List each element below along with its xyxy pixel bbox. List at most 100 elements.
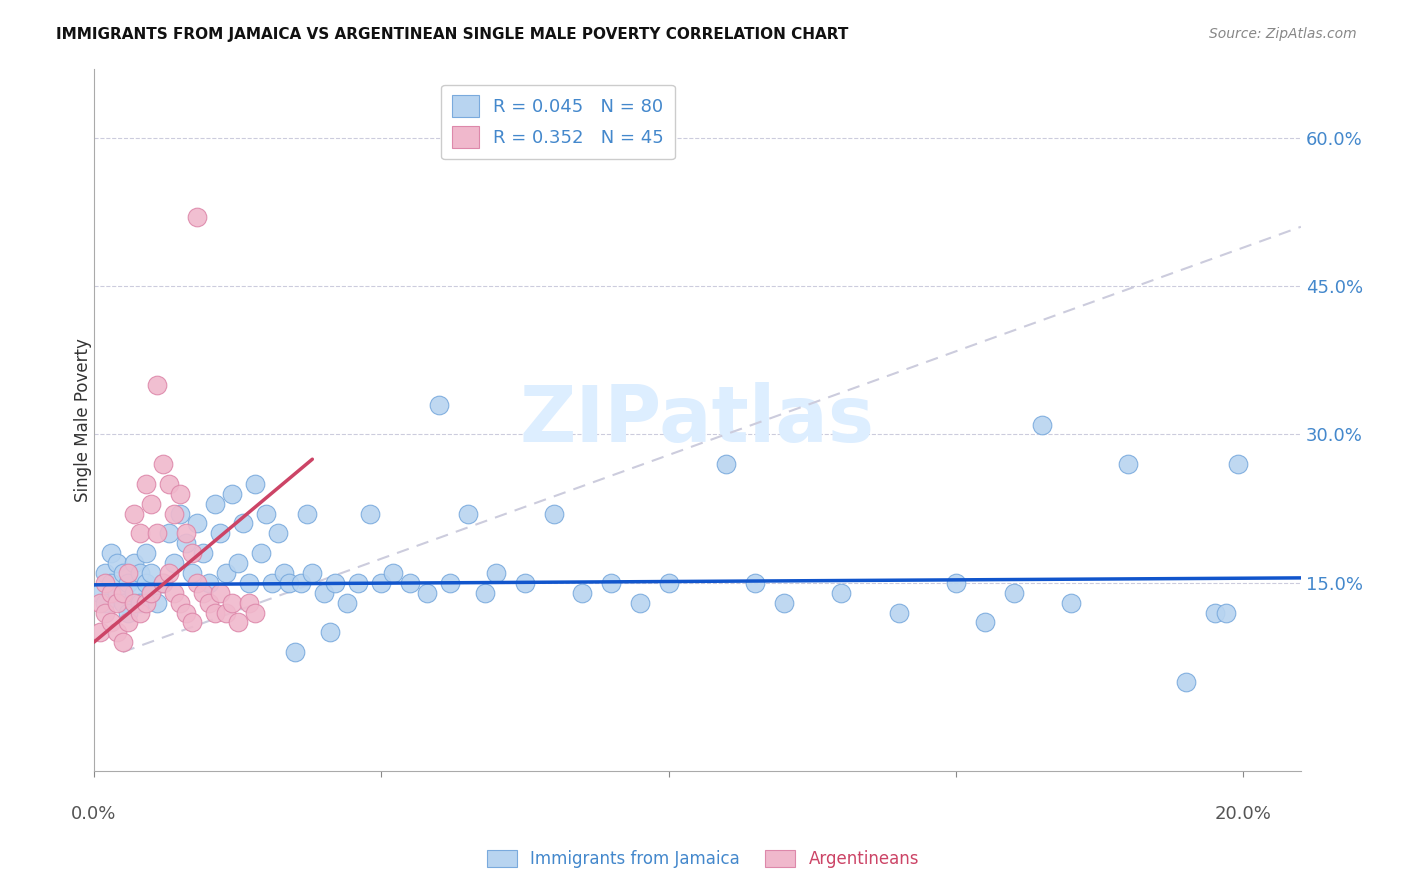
Point [457,507,479,521]
Point [135,596,157,610]
Point [399,575,422,590]
Point [209,526,232,541]
Point [830,585,852,599]
Point [105,585,128,599]
Point [105,556,128,570]
Point [174,526,197,541]
Point [111,566,134,580]
Point [146,378,169,392]
Point [129,526,152,541]
Point [427,398,450,412]
Point [186,575,208,590]
Point [416,585,439,599]
Point [129,566,152,580]
Point [198,575,221,590]
Point [204,606,226,620]
Point [180,615,202,630]
Point [571,585,593,599]
Point [209,585,232,599]
Point [370,575,392,590]
Point [381,566,404,580]
Point [318,625,340,640]
Point [152,457,174,471]
Point [513,575,536,590]
Point [186,210,208,224]
Point [89,596,111,610]
Point [135,575,157,590]
Point [359,507,381,521]
Point [439,575,461,590]
Point [1002,585,1025,599]
Point [215,606,238,620]
Point [94,566,117,580]
Point [141,566,163,580]
Point [163,507,186,521]
Point [141,497,163,511]
Point [278,575,301,590]
Point [1118,457,1140,471]
Point [226,615,249,630]
Text: 0.0%: 0.0% [72,805,117,823]
Point [658,575,681,590]
Point [600,575,623,590]
Point [169,487,191,501]
Point [1226,457,1249,471]
Point [221,487,243,501]
Point [117,615,139,630]
Point [1215,606,1237,620]
Point [122,585,145,599]
Point [186,516,208,531]
Legend: Immigrants from Jamaica, Argentineans: Immigrants from Jamaica, Argentineans [481,843,925,875]
Point [141,585,163,599]
Point [129,606,152,620]
Point [249,546,271,560]
Point [254,507,277,521]
Point [284,645,307,659]
Point [169,596,191,610]
Point [180,546,202,560]
Point [111,596,134,610]
Text: 20.0%: 20.0% [1215,805,1272,823]
Text: Source: ZipAtlas.com: Source: ZipAtlas.com [1209,27,1357,41]
Point [243,477,266,491]
Point [157,566,180,580]
Point [94,596,117,610]
Point [295,507,318,521]
Point [89,625,111,640]
Point [152,575,174,590]
Legend: R = 0.045   N = 80, R = 0.352   N = 45: R = 0.045 N = 80, R = 0.352 N = 45 [441,85,675,160]
Point [129,596,152,610]
Text: ZIPatlas: ZIPatlas [520,382,875,458]
Point [1174,674,1197,689]
Point [485,566,508,580]
Point [312,585,335,599]
Point [146,596,169,610]
Point [100,546,122,560]
Text: IMMIGRANTS FROM JAMAICA VS ARGENTINEAN SINGLE MALE POVERTY CORRELATION CHART: IMMIGRANTS FROM JAMAICA VS ARGENTINEAN S… [56,27,849,42]
Point [323,575,346,590]
Point [772,596,794,610]
Point [204,497,226,511]
Point [191,585,214,599]
Point [174,536,197,550]
Point [135,546,157,560]
Point [117,575,139,590]
Point [146,526,169,541]
Point [1060,596,1083,610]
Point [243,606,266,620]
Point [336,596,359,610]
Point [744,575,766,590]
Point [543,507,565,521]
Point [152,575,174,590]
Point [135,477,157,491]
Point [174,606,197,620]
Point [267,526,290,541]
Point [238,596,260,610]
Point [100,615,122,630]
Point [122,507,145,521]
Point [262,575,284,590]
Point [232,516,254,531]
Point [628,596,651,610]
Point [94,575,117,590]
Point [180,566,202,580]
